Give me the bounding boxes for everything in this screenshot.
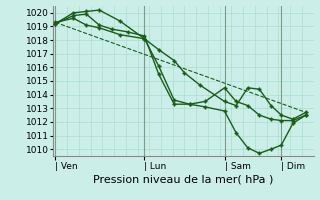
X-axis label: Pression niveau de la mer( hPa ): Pression niveau de la mer( hPa ) [93, 175, 273, 185]
